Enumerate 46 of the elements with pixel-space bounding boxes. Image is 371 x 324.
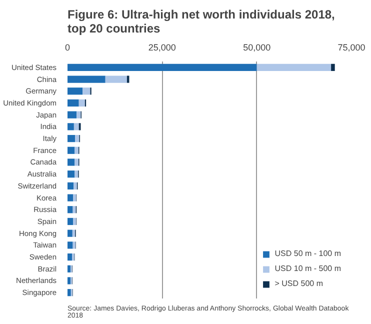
bar — [74, 170, 78, 178]
legend-label: > USD 500 m — [274, 279, 323, 288]
bar — [68, 88, 83, 95]
bar — [68, 158, 75, 166]
bar — [126, 76, 130, 83]
bar — [68, 123, 74, 130]
bar — [68, 218, 74, 226]
bar — [68, 182, 74, 190]
bar — [68, 99, 79, 107]
bar — [68, 111, 77, 118]
bar — [72, 206, 76, 214]
bar — [74, 146, 78, 154]
bar — [68, 253, 72, 261]
bar — [74, 158, 78, 166]
bar — [68, 230, 72, 237]
bar — [73, 194, 76, 202]
bar — [68, 289, 71, 296]
bar — [68, 134, 76, 142]
bar — [68, 277, 71, 284]
bar — [78, 99, 85, 107]
bar — [74, 182, 77, 190]
bar — [82, 88, 90, 95]
bar — [75, 134, 80, 142]
bar — [68, 206, 73, 214]
chart-title: Figure 6: Ultra-high net worth individuals 2018, top 20 countries — [68, 8, 335, 36]
bar — [68, 64, 257, 71]
bar — [68, 170, 75, 178]
bar — [256, 64, 332, 71]
bar — [68, 194, 74, 202]
bar — [68, 76, 106, 83]
legend-label: USD 50 m - 100 m — [274, 249, 341, 258]
x-tick-label: 25,000 — [148, 42, 176, 52]
bar — [331, 64, 335, 71]
bar — [68, 265, 71, 272]
bar — [68, 146, 75, 154]
bar — [105, 76, 127, 83]
bar — [72, 242, 76, 249]
bar — [73, 218, 76, 226]
x-tick-label: 0 — [64, 42, 70, 52]
bar — [68, 242, 73, 249]
legend-label: USD 10 m - 500 m — [274, 264, 341, 273]
x-tick-label: 50,000 — [243, 42, 271, 52]
bar — [74, 123, 79, 130]
bar — [72, 230, 76, 237]
x-tick-label: 75,000 — [338, 42, 366, 52]
bar — [76, 111, 81, 118]
